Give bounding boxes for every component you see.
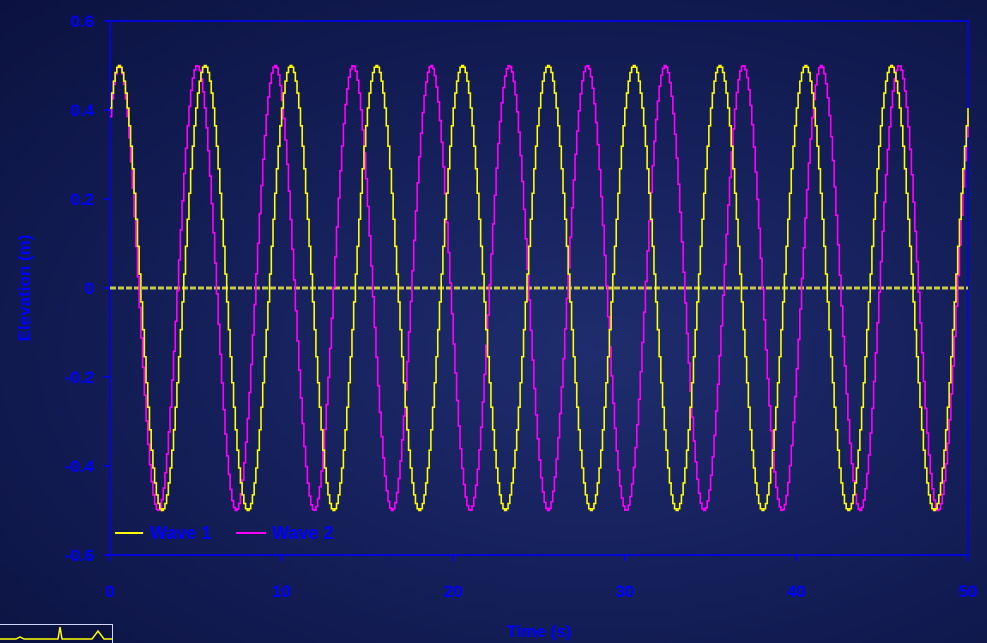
x-axis-ticks xyxy=(109,555,969,561)
x-axis-title: Time (s) xyxy=(507,622,572,641)
y-axis-tick-labels: 0.6 0.4 0.2 0 -0.2 -0.4 -0.6 xyxy=(65,12,95,565)
waveform-thumbnail xyxy=(0,624,113,643)
series-line-wave-2 xyxy=(110,64,969,512)
x-tick-label: 20 xyxy=(444,582,463,601)
y-tick-label: -0.4 xyxy=(65,457,95,476)
y-tick-label: 0.6 xyxy=(70,12,94,31)
x-tick-label: 30 xyxy=(615,582,634,601)
y-tick-label: 0 xyxy=(85,279,94,298)
x-tick-label: 10 xyxy=(272,582,291,601)
legend-label-wave-1: Wave 1 xyxy=(150,523,211,543)
x-tick-label: 50 xyxy=(959,582,978,601)
x-axis-tick-labels: 0 10 20 30 40 50 xyxy=(105,582,977,601)
y-tick-label: 0.4 xyxy=(70,101,94,120)
legend-label-wave-2: Wave 2 xyxy=(272,523,333,543)
legend: Wave 1 Wave 2 xyxy=(115,523,333,543)
y-tick-label: -0.2 xyxy=(65,368,94,387)
x-tick-label: 40 xyxy=(787,582,806,601)
x-tick-label: 0 xyxy=(105,582,114,601)
y-tick-label: -0.6 xyxy=(65,546,94,565)
y-tick-label: 0.2 xyxy=(70,190,94,209)
waveform-thumbnail-icon xyxy=(0,626,112,640)
plot-area xyxy=(104,20,969,561)
series-layer xyxy=(110,64,969,512)
y-axis-title: Elevation (m) xyxy=(15,235,34,342)
y-axis-ticks xyxy=(104,20,110,556)
series-line-wave-1 xyxy=(110,64,969,512)
